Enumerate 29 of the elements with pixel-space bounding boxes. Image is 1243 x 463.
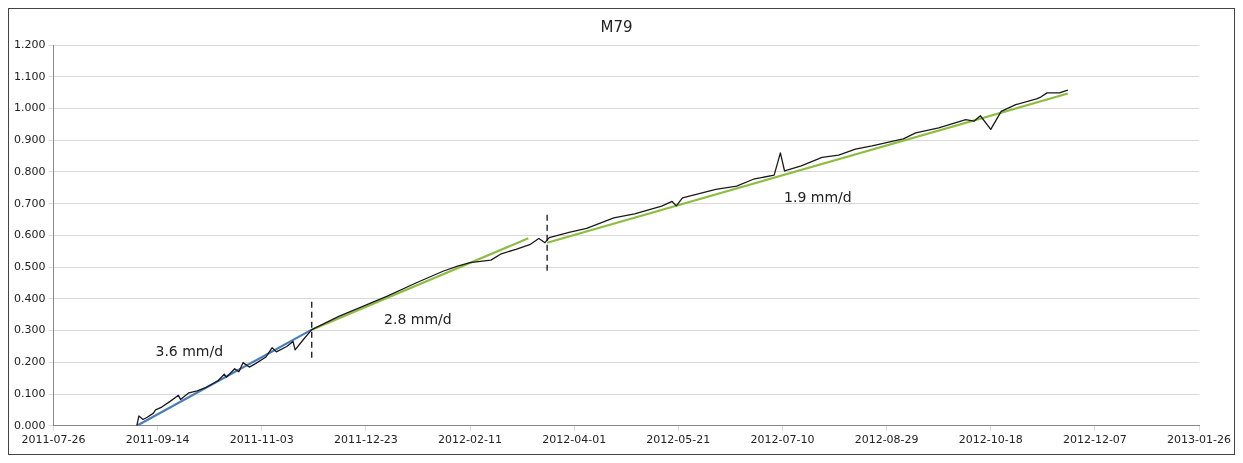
y-tick-label: 0.500 — [13, 259, 46, 273]
chart-title: M79 — [600, 17, 633, 36]
y-tick-label: 0.800 — [13, 164, 46, 178]
annotation: 1.9 mm/d — [784, 188, 852, 205]
y-tick-label: 1.200 — [13, 37, 46, 51]
x-tick-label: 2011-11-03 — [229, 433, 294, 447]
annotation: 3.6 mm/d — [155, 342, 224, 359]
x-tick-label: 2011-09-14 — [125, 433, 190, 447]
y-tick-label: 0.000 — [13, 418, 46, 432]
y-tick-label: 1.000 — [13, 101, 46, 115]
x-tick-label: 2012-12-07 — [1062, 433, 1127, 447]
y-tick-label: 1.100 — [13, 69, 46, 83]
y-tick-label: 0.200 — [13, 355, 46, 369]
x-tick-label: 2012-10-18 — [958, 433, 1023, 447]
y-tick-label: 0.900 — [13, 133, 46, 147]
y-tick-label: 0.400 — [13, 291, 46, 305]
x-tick-label: 2012-02-11 — [438, 433, 503, 447]
x-tick-label: 2012-05-21 — [646, 433, 711, 447]
annotation: 2.8 mm/d — [384, 310, 452, 327]
x-tick-label: 2012-08-29 — [854, 433, 919, 447]
x-tick-label: 2012-07-10 — [750, 433, 815, 447]
y-tick-label: 0.600 — [13, 228, 46, 242]
y-tick-label: 0.100 — [13, 386, 46, 400]
y-tick-label: 0.300 — [13, 323, 46, 337]
x-tick-label: 2013-01-26 — [1167, 433, 1232, 447]
x-tick-label: 2011-07-26 — [21, 433, 86, 447]
x-tick-label: 2012-04-01 — [542, 433, 607, 447]
x-tick-label: 2011-12-23 — [333, 433, 398, 447]
y-tick-label: 0.700 — [13, 196, 46, 210]
